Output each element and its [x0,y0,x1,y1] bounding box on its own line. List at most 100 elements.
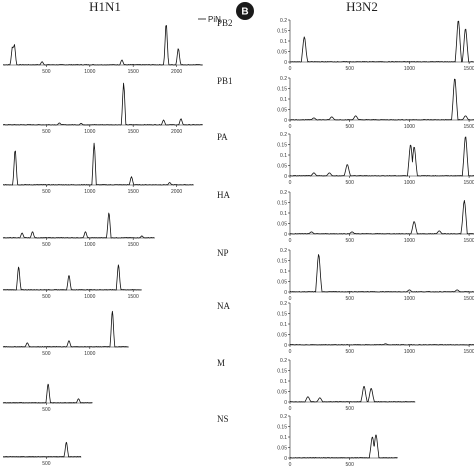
y-tick-label: 0.05 [277,49,287,55]
x-tick-label: 1000 [404,124,415,130]
y-tick-label: 0.1 [280,153,287,159]
x-tick-label: 1500 [128,69,139,75]
x-tick-label: 500 [346,349,355,355]
y-tick-label: 0.15 [277,86,287,92]
x-tick-label: 500 [42,294,51,300]
y-tick-label: 0.1 [280,269,287,275]
x-tick-label: 500 [42,189,51,195]
series-line [2,212,155,239]
x-tick-label: 1000 [84,189,95,195]
segment-label: HA [217,190,230,200]
chart-h3n2-np: 0 500 1000 1500 0 0.05 0.1 0.15 0.2 NP [217,248,474,302]
y-tick-label: 0.2 [280,358,287,364]
x-tick-label: 0 [289,462,292,468]
x-tick-label: 1000 [84,129,95,135]
series-line [2,441,82,458]
x-tick-label: 2000 [171,129,182,135]
x-tick-label: 1000 [404,66,415,72]
series-line [289,20,474,63]
series-line [2,264,142,291]
y-tick-label: 0.1 [280,435,287,441]
y-tick-label: 0.2 [280,132,287,138]
x-tick-label: 500 [346,296,355,302]
series-line [289,386,415,403]
x-tick-label: 500 [42,69,51,75]
series-line [2,310,129,348]
y-tick-label: 0.2 [280,301,287,307]
chart-h1n1-np: 500 1000 1500 [2,264,142,300]
chart-h3n2-pb1: 0 500 1000 1500 0 0.05 0.1 0.15 0.2 PB1 [217,76,474,130]
x-tick-label: 1500 [464,124,474,130]
x-tick-label: 500 [346,406,355,412]
x-tick-label: 500 [42,351,51,357]
h1n1-title: H1N1 [89,0,121,14]
series-line [289,136,474,177]
chart-h3n2-ha: 0 500 1000 1500 0 0.05 0.1 0.15 0.2 HA [217,190,474,244]
series-line [289,254,474,293]
chart-h3n2-pb2: 0 500 1000 1500 0 0.05 0.1 0.15 0.2 PB2 [217,18,474,72]
x-tick-label: 500 [346,180,355,186]
x-tick-label: 1500 [128,129,139,135]
x-tick-label: 1500 [464,66,474,72]
y-tick-label: 0.15 [277,28,287,34]
x-tick-label: 500 [346,462,355,468]
y-tick-label: 0.05 [277,445,287,451]
y-tick-label: 0.05 [277,389,287,395]
y-tick-label: 0.05 [277,332,287,338]
y-tick-label: 0 [284,174,287,180]
x-tick-label: 500 [42,407,51,413]
y-tick-label: 0.05 [277,221,287,227]
series-line [2,142,194,186]
y-tick-label: 0.1 [280,379,287,385]
y-tick-label: 0.15 [277,311,287,317]
series-line [289,78,474,121]
y-tick-label: 0.15 [277,424,287,430]
segment-label: PB2 [217,18,233,28]
badge-letter: B [241,7,248,18]
chart-h1n1-pb2: 500 1000 1500 2000 [2,25,203,75]
x-tick-label: 0 [289,180,292,186]
x-tick-label: 0 [289,66,292,72]
y-tick-label: 0.05 [277,163,287,169]
x-tick-label: 500 [42,242,51,248]
chart-h3n2-m: 0 500 0 0.05 0.1 0.15 0.2 M [217,358,416,412]
chart-h1n1-pb1: 500 1000 1500 2000 [2,82,203,135]
chart-h1n1-m: 500 [2,383,93,413]
x-tick-label: 1000 [84,69,95,75]
y-tick-label: 0.1 [280,97,287,103]
series-line [2,25,203,66]
segment-label: NS [217,414,229,424]
x-tick-label: 1000 [84,351,95,357]
x-tick-label: 500 [346,124,355,130]
x-tick-label: 500 [42,129,51,135]
x-tick-label: 1000 [404,296,415,302]
legend: PiN [198,15,221,24]
x-tick-label: 0 [289,296,292,302]
chart-h1n1-ns: 500 [2,441,82,467]
x-tick-label: 1500 [128,242,139,248]
series-line [289,200,474,235]
segment-label: NA [217,301,230,311]
y-tick-label: 0 [284,60,287,66]
y-tick-label: 0.1 [280,211,287,217]
x-tick-label: 0 [289,124,292,130]
chart-h3n2-na: 0 500 1000 1500 0 0.05 0.1 0.15 0.2 NA [217,301,474,355]
y-tick-label: 0.1 [280,39,287,45]
x-tick-label: 500 [346,66,355,72]
y-tick-label: 0.05 [277,107,287,113]
legend-label: PiN [208,15,221,24]
chart-h1n1-ha: 500 1000 1500 [2,212,155,248]
y-tick-label: 0.1 [280,322,287,328]
chart-h1n1-na: 500 1000 [2,310,129,357]
plot-area: 500 1000 1500 2000 500 1000 1500 2000 500 1000 150… [2,18,474,468]
x-tick-label: 0 [289,406,292,412]
x-tick-label: 1500 [128,294,139,300]
y-tick-label: 0.2 [280,190,287,196]
y-tick-label: 0.2 [280,414,287,420]
series-line [289,434,398,459]
y-tick-label: 0.15 [277,200,287,206]
x-tick-label: 1500 [464,238,474,244]
x-tick-label: 1000 [404,238,415,244]
y-tick-label: 0.15 [277,258,287,264]
series-line [289,343,474,346]
